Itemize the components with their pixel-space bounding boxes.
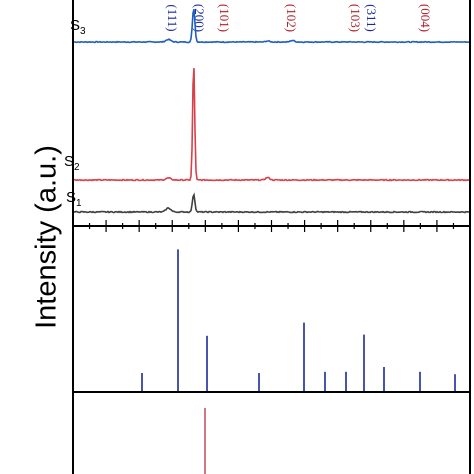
panel-frame: [72, 391, 471, 474]
panel-frame: [72, 0, 471, 227]
reference-pattern-blue: [141, 249, 456, 391]
hkl-label: (102): [284, 4, 299, 32]
hkl-label: (101): [217, 4, 232, 32]
sample-labels: S3 S2 S1: [64, 17, 86, 209]
panel-frame: [72, 225, 471, 393]
series-line-s3: [73, 8, 470, 44]
series-line-s2: [73, 68, 470, 182]
hkl-label: (004): [418, 4, 433, 32]
hkl-label: (103): [348, 4, 363, 32]
series-label-s2: S2: [64, 153, 80, 173]
series-label-s3: S3: [70, 17, 86, 37]
sample-curves: [73, 8, 470, 214]
hkl-label: (311): [364, 4, 379, 32]
series-line-s1: [73, 192, 470, 214]
hkl-labels: (111) (200) (101) (102) (103) (311) (004): [165, 4, 433, 32]
y-axis-label: Intensity (a.u.): [31, 145, 63, 329]
hkl-label: (111): [165, 4, 180, 31]
panel-frames: [72, 0, 471, 474]
series-label-s1: S1: [66, 189, 82, 209]
